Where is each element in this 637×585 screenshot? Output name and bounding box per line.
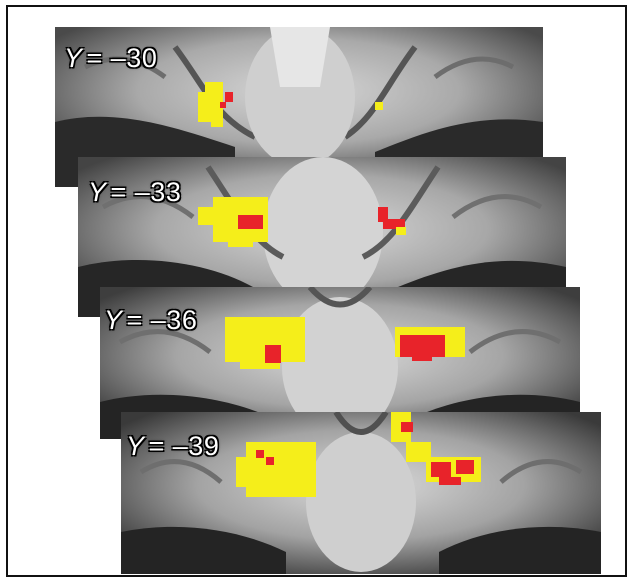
slice-2-coordinate-label: Y = –33 [88, 179, 181, 206]
slice-3-coordinate-label: Y = –36 [104, 307, 197, 334]
figure-frame: Y = –30 [6, 5, 627, 577]
slice-1-coordinate-label: Y = –30 [64, 45, 157, 72]
slice-4-coordinate-label: Y = –39 [126, 433, 219, 460]
